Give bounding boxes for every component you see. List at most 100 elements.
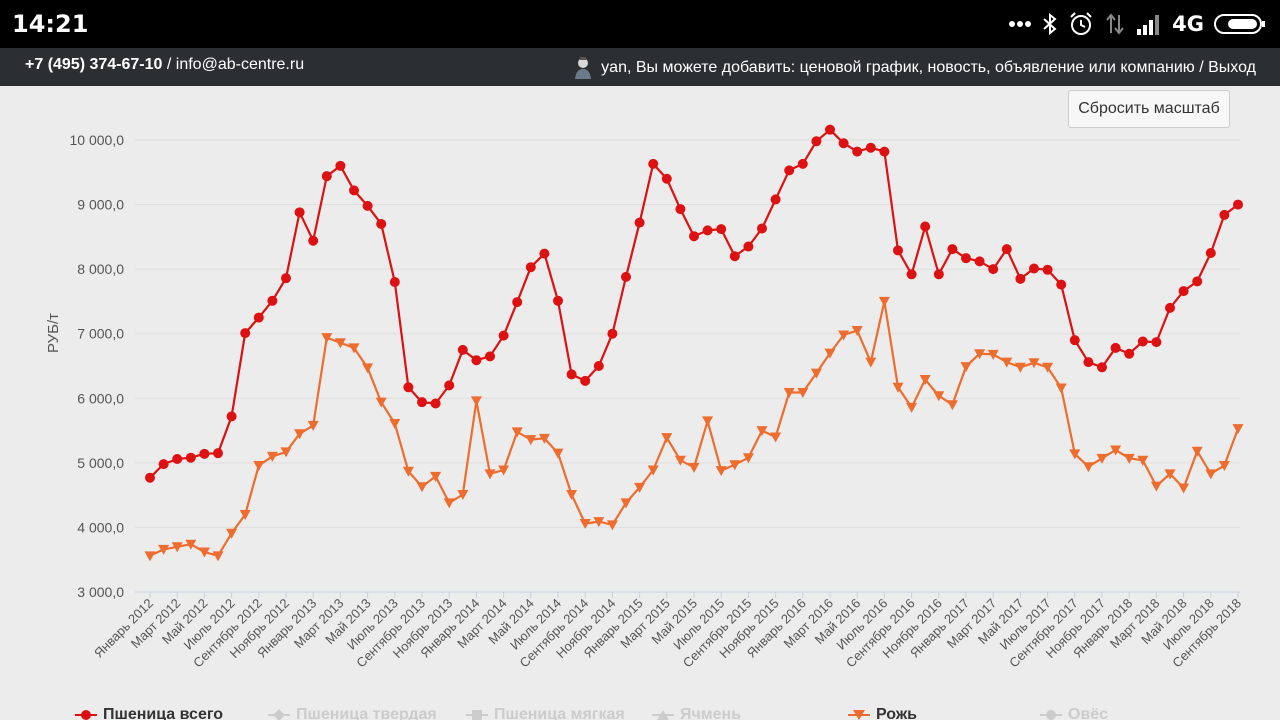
data-point [389,277,400,288]
data-point [1015,273,1026,284]
data-point [1165,302,1175,313]
data-point [538,433,550,444]
data-point [580,375,591,386]
data-point [1055,383,1067,394]
data-point [375,397,387,408]
data-point [403,382,414,393]
data-point [621,271,631,282]
data-point [294,207,305,218]
data-point [226,411,237,422]
data-point [362,363,374,374]
phone-link[interactable]: +7 (495) 374-67-10 [25,56,163,73]
data-point [1192,276,1203,287]
data-point [987,349,999,360]
data-point [810,368,822,379]
data-point [674,455,686,466]
data-point [770,432,782,443]
data-point [606,520,618,531]
network-type: 4G [1172,12,1204,36]
legend-label: Пшеница всего [103,706,224,720]
data-point [511,427,523,438]
data-point [1232,424,1244,435]
data-point [824,348,836,359]
data-point [906,402,918,413]
data-point [253,460,265,471]
data-point [349,185,359,196]
data-point [1110,445,1122,456]
legend-marker-icon [848,710,870,720]
y-tick-label: 6 000,0 [77,390,124,406]
data-point [811,136,822,147]
data-point [838,330,850,341]
data-point [946,400,958,411]
data-point [198,547,210,558]
legend-item-wheat-soft[interactable]: Пшеница мягкая [466,706,625,720]
reset-zoom-button[interactable]: Сбросить масштаб [1068,90,1230,128]
data-point [1123,453,1135,464]
data-point [1056,279,1067,290]
data-point [892,382,904,393]
data-point [783,387,795,398]
data-point [335,160,346,171]
data-point [266,451,278,462]
data-point [212,551,224,562]
data-point [457,344,468,355]
legend-item-wheat-hard[interactable]: Пшеница твердая [268,706,437,720]
data-point [634,217,645,228]
data-point [1137,455,1149,466]
data-point [444,380,455,391]
legend-item-wheat-total[interactable]: Пшеница всего [75,706,223,720]
user-message[interactable]: yan, Вы можете добавить: ценовой график,… [601,59,1256,76]
legend-label: Пшеница мягкая [494,706,625,720]
data-point [689,231,699,242]
data-point [498,330,509,341]
data-point [661,433,673,444]
data-point [634,482,646,493]
legend-label: Овёс [1068,706,1109,720]
legend-label: Рожь [876,706,918,720]
data-point [512,297,523,308]
data-point [144,551,156,562]
data-point [416,482,428,493]
data-point [1124,348,1135,359]
y-tick-label: 10 000,0 [70,132,125,148]
user-avatar-icon [575,57,592,79]
battery-icon [1214,14,1265,34]
data-point [1205,248,1216,258]
data-point [1150,481,1162,492]
data-point [158,459,169,470]
bluetooth-icon [1043,12,1057,36]
data-point [1178,286,1189,297]
data-point [893,245,903,256]
data-point [648,158,659,169]
legend-item-oats[interactable]: Овёс [1040,706,1108,720]
data-point [430,398,441,409]
data-point [1096,453,1108,464]
status-time: 14:21 [12,10,89,38]
email-link[interactable]: info@ab-centre.ru [175,56,305,73]
data-point [838,138,849,149]
data-point [552,448,564,459]
data-point [321,333,333,344]
data-point [213,448,223,459]
data-point [566,369,577,380]
data-point [784,165,795,176]
y-tick-label: 7 000,0 [77,326,124,342]
contacts: +7 (495) 374-67-10 / info@ab-centre.ru [25,56,304,74]
data-point [647,465,659,476]
data-point [185,539,197,550]
data-point [661,173,672,184]
site-header: +7 (495) 374-67-10 / info@ab-centre.ru y… [0,48,1280,86]
legend-marker-icon [466,710,488,720]
data-point [281,273,291,284]
data-point [920,221,931,232]
y-tick-label: 4 000,0 [77,519,124,535]
y-tick-label: 3 000,0 [77,584,124,600]
legend-item-rye[interactable]: Рожь [848,706,917,720]
data-point [865,357,877,368]
y-axis-title: РУБ/т [45,313,62,353]
data-point [1164,469,1176,480]
data-point [1205,469,1217,480]
legend-item-barley[interactable]: Ячмень [652,706,741,720]
data-point [743,241,754,252]
